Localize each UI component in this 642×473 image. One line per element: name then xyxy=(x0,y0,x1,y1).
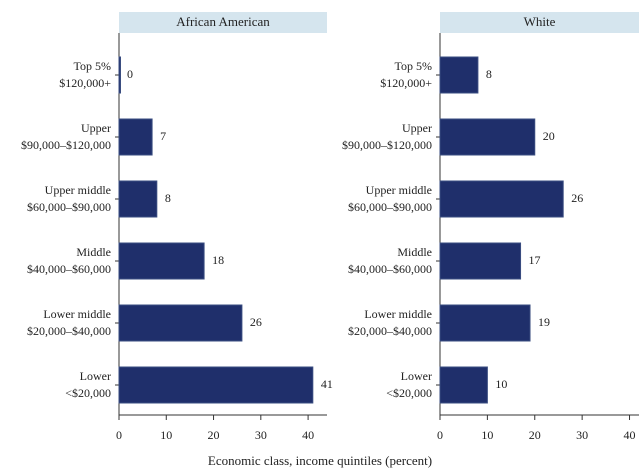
y-tick-label: Top 5% xyxy=(395,59,433,73)
value-label: 7 xyxy=(160,129,166,143)
y-tick-label: $40,000–$60,000 xyxy=(27,262,111,276)
value-label: 8 xyxy=(486,67,492,81)
panel-header xyxy=(440,12,639,33)
y-tick-label: Lower xyxy=(401,369,432,383)
y-tick-label: $20,000–$40,000 xyxy=(27,324,111,338)
y-tick-label: $90,000–$120,000 xyxy=(21,138,111,152)
bar xyxy=(118,242,205,280)
bar xyxy=(118,56,121,94)
x-tick-label: 10 xyxy=(160,428,172,442)
bar xyxy=(118,180,158,218)
bar xyxy=(439,304,531,342)
y-tick-label: Upper middle xyxy=(45,183,111,197)
x-tick-label: 0 xyxy=(437,428,443,442)
value-label: 17 xyxy=(529,253,541,267)
y-tick-label: Middle xyxy=(76,245,111,259)
y-tick-label: $60,000–$90,000 xyxy=(348,200,432,214)
value-label: 0 xyxy=(127,67,133,81)
y-tick-label: $120,000+ xyxy=(59,76,111,90)
x-tick-label: 20 xyxy=(529,428,541,442)
y-tick-label: Middle xyxy=(397,245,432,259)
x-tick-label: 30 xyxy=(576,428,588,442)
y-tick-label: $40,000–$60,000 xyxy=(348,262,432,276)
bar xyxy=(439,118,536,156)
panel-header xyxy=(119,12,327,33)
y-tick-label: $20,000–$40,000 xyxy=(348,324,432,338)
x-axis-label: Economic class, income quintiles (percen… xyxy=(208,453,432,468)
y-tick-label: Upper middle xyxy=(366,183,432,197)
bar xyxy=(439,180,564,218)
y-tick-label: Lower middle xyxy=(43,307,111,321)
value-label: 10 xyxy=(495,377,507,391)
y-tick-label: Lower middle xyxy=(364,307,432,321)
x-tick-label: 20 xyxy=(208,428,220,442)
x-tick-label: 0 xyxy=(116,428,122,442)
x-tick-label: 40 xyxy=(624,428,636,442)
value-label: 18 xyxy=(212,253,224,267)
x-tick-label: 10 xyxy=(481,428,493,442)
y-tick-label: Top 5% xyxy=(74,59,112,73)
panel-title: White xyxy=(524,14,556,29)
value-label: 41 xyxy=(321,377,333,391)
y-tick-label: Lower xyxy=(80,369,111,383)
y-tick-label: $120,000+ xyxy=(380,76,432,90)
y-tick-label: <$20,000 xyxy=(65,386,111,400)
panel-title: African American xyxy=(176,14,270,29)
y-tick-label: $60,000–$90,000 xyxy=(27,200,111,214)
value-label: 26 xyxy=(250,315,262,329)
y-tick-label: Upper xyxy=(81,121,111,135)
bar xyxy=(439,242,522,280)
bar xyxy=(118,366,314,404)
x-tick-label: 30 xyxy=(255,428,267,442)
x-tick-label: 40 xyxy=(302,428,314,442)
y-tick-label: <$20,000 xyxy=(386,386,432,400)
y-tick-label: Upper xyxy=(402,121,432,135)
y-tick-label: $90,000–$120,000 xyxy=(342,138,432,152)
bar xyxy=(439,56,479,94)
bar xyxy=(118,304,243,342)
value-label: 26 xyxy=(571,191,583,205)
value-label: 20 xyxy=(543,129,555,143)
bar xyxy=(439,366,488,404)
value-label: 8 xyxy=(165,191,171,205)
value-label: 19 xyxy=(538,315,550,329)
bar xyxy=(118,118,153,156)
